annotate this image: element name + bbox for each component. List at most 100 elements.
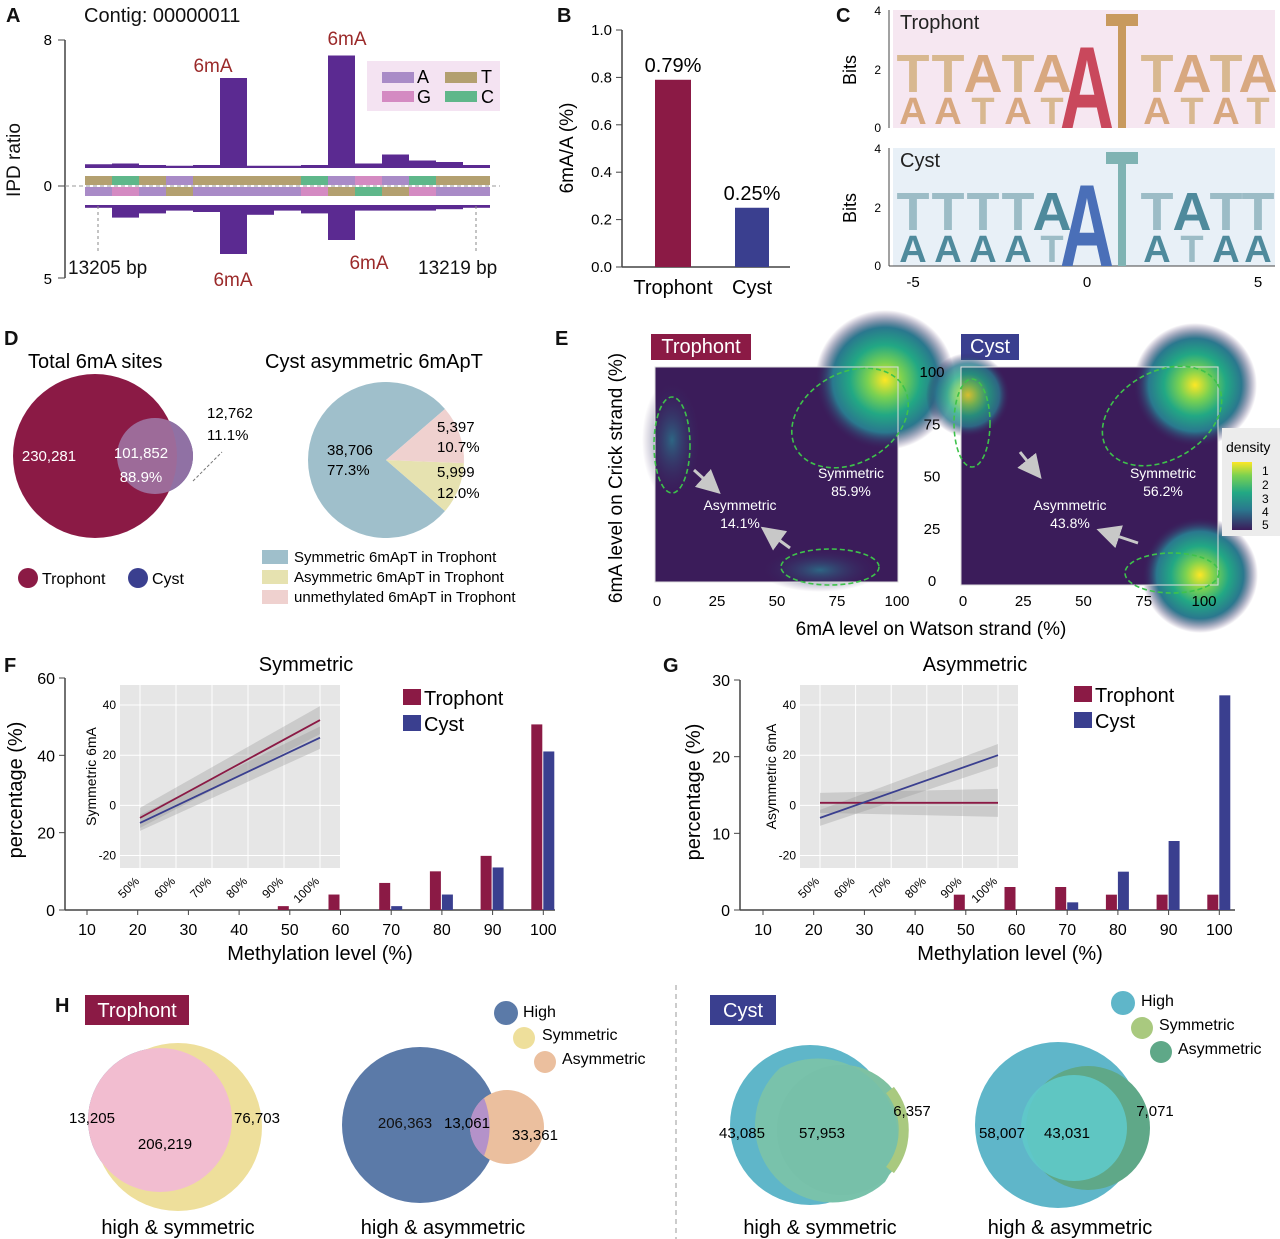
panel-c-ylabel-trophont: Bits (840, 55, 860, 85)
panel-a-legend-t: T (481, 67, 492, 87)
sequence-base (85, 176, 112, 185)
logo-letter-bottom: A (1143, 91, 1170, 133)
panel-g: G Asymmetric percentage (%) Methylation … (663, 654, 1235, 965)
logo-t-stem (1118, 26, 1126, 128)
panel-d-trophont-only: 230,281 (22, 448, 76, 465)
sequence-base (463, 176, 490, 185)
panel-letter-g: G (663, 655, 679, 677)
logo-letter-top: T (967, 182, 1000, 242)
inset-xtick: 90% (259, 874, 286, 901)
panel-b-bars: 0.79% Trophont 0.25% Cyst (633, 55, 780, 299)
panel-h-c-asym-only: 7,071 (1136, 1103, 1174, 1120)
ipd-bar-bottom (328, 205, 355, 240)
b-ytick-label: 1.0 (591, 22, 612, 39)
b-value-label: 0.25% (724, 183, 781, 205)
panel-e-ylabel: 6mA level on Crick strand (%) (606, 353, 627, 603)
panel-b-yticks: 0.0 0.2 0.4 0.6 0.8 1.0 (591, 22, 622, 276)
sequence-base (112, 176, 139, 185)
logo-letter-top: T (1141, 182, 1174, 242)
panel-c-xtick-5: 5 (1254, 274, 1262, 291)
e-ytick: 75 (924, 416, 941, 433)
xtick-label: 40 (230, 922, 248, 939)
panel-e-density-3: 3 (1262, 492, 1269, 506)
panel-d-pie-legend-3: unmethylated 6mApT in Trophont (294, 589, 516, 606)
ipd-bar-top (436, 162, 463, 168)
ipd-bar-bottom (382, 205, 409, 211)
bar-trophont (480, 855, 492, 910)
bar-trophont (1207, 894, 1219, 910)
inset-ci-band (140, 706, 320, 828)
bar-trophont (953, 894, 965, 910)
panel-a-ytick-zero: 0 (44, 178, 52, 195)
panel-d-pie-label-yellow: 5,397 (437, 419, 475, 436)
complement-base (436, 187, 463, 196)
xtick-label: 90 (1160, 922, 1178, 939)
panel-d-legend-trophont-dot (18, 568, 38, 588)
xtick-label: 90 (484, 922, 502, 939)
b-category-label: Trophont (633, 277, 713, 299)
xtick-label: 50 (957, 922, 975, 939)
logo-center-a: A (1060, 160, 1114, 291)
panel-d-overlap (117, 418, 193, 494)
panel-e-density-title: density (1226, 439, 1270, 455)
complement-base (274, 187, 301, 196)
panel-a-legend-a: A (417, 67, 429, 87)
xtick-label: 60 (1008, 922, 1026, 939)
sequence-base (274, 176, 301, 185)
e-ytick: 0 (928, 573, 936, 590)
panel-e-trophont-tag: Trophont (661, 336, 741, 358)
logo-letter-top: T (1002, 44, 1035, 104)
panel-f-xlabel: Methylation level (%) (227, 943, 413, 965)
panel-d-legend-trophont: Trophont (42, 571, 106, 588)
ytick-label: 40 (37, 748, 55, 765)
panel-e: E 6mA level on Crick strand (%) 6mA leve… (555, 310, 1280, 640)
panel-e-trophont-heatmap: Symmetric 85.9% Asymmetric 14.1% (642, 310, 955, 592)
inset-ylabel: Asymmetric 6mA (763, 723, 779, 829)
logo-letter-top: T (1002, 182, 1035, 242)
ipd-bar-top (220, 78, 247, 168)
b-category-label: Cyst (732, 277, 772, 299)
complement-base (328, 187, 355, 196)
b-bar (735, 207, 769, 267)
b-ytick-label: 0.6 (591, 117, 612, 134)
complement-base (112, 187, 139, 196)
ipd-bar-top (166, 165, 193, 168)
inset-line-trophont (139, 719, 321, 819)
panel-e-cyst-sym-label: Symmetric (1130, 465, 1196, 481)
complement-base (382, 187, 409, 196)
bar-cyst (492, 867, 504, 910)
xtick-label: 50 (281, 922, 299, 939)
xtick-label: 30 (180, 922, 198, 939)
panel-c-xtick-0: 0 (1083, 274, 1091, 291)
panel-a: A Contig: 00000011 IPD ratio 8 0 5 13205… (4, 5, 500, 291)
inset-xtick: 60% (831, 874, 858, 901)
panel-h-trophont-tag: Trophont (97, 1000, 177, 1022)
xtick-label: 70 (382, 922, 400, 939)
panel-e-density-2: 2 (1262, 478, 1269, 492)
ipd-bar-bottom (301, 205, 328, 214)
panel-g-ylabel: percentage (%) (683, 724, 705, 861)
panel-h-t-asym-only: 33,361 (512, 1127, 558, 1144)
panel-h-t-legend-asym: Asymmetric (562, 1051, 646, 1068)
b-ytick-label: 0.8 (591, 69, 612, 86)
xtick-label: 10 (754, 922, 772, 939)
logo-letter-bottom: A (1004, 91, 1031, 133)
panel-h-c-legend-high: High (1141, 993, 1174, 1010)
logo-letter-bottom: A (1212, 229, 1239, 271)
panel-d-venn-title: Total 6mA sites (28, 351, 163, 373)
panel-h: H Trophont Cyst 13,205 206,219 76,703 hi… (55, 985, 1262, 1239)
panel-b: B 6mA/A (%) 0.0 0.2 0.4 0.6 0.8 1.0 0.79% Trop… (557, 5, 790, 299)
panel-f-legend-trophont: Trophont (424, 688, 504, 710)
panel-f-legend-cyst: Cyst (424, 714, 464, 736)
bar-trophont (277, 906, 289, 910)
inset-xtick: 80% (223, 874, 250, 901)
complement-base (220, 187, 247, 196)
e-xtick: 75 (829, 593, 846, 610)
pie-slice (386, 408, 464, 464)
panel-e-trophont-sym-pct: 85.9% (831, 483, 871, 499)
panel-h-t-sym-caption: high & symmetric (101, 1217, 254, 1239)
logo-t-stem (1118, 164, 1126, 266)
panel-e-xlabel: 6mA level on Watson strand (%) (796, 619, 1067, 640)
